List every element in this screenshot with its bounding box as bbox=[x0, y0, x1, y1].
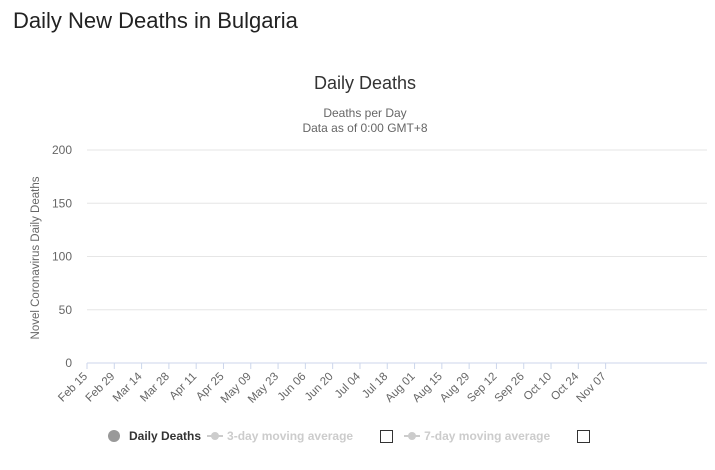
legend-marker-circle-icon bbox=[108, 430, 120, 442]
y-tick-label: 100 bbox=[52, 250, 72, 264]
x-tick-label: Sep 12 bbox=[465, 371, 499, 405]
grid-lines bbox=[87, 149, 707, 364]
x-tick-label: Aug 29 bbox=[438, 371, 472, 405]
checkbox-7-day-moving-average[interactable] bbox=[577, 429, 591, 443]
y-tick-label: 200 bbox=[52, 143, 72, 157]
page-title: Daily New Deaths in Bulgaria bbox=[13, 8, 298, 33]
x-tick-label: Nov 07 bbox=[574, 371, 608, 405]
legend-label: 7-day moving average bbox=[424, 429, 551, 443]
y-tick-label: 50 bbox=[59, 303, 73, 317]
legend-marker-line-icon bbox=[207, 430, 224, 442]
legend-label: 3-day moving average bbox=[227, 429, 354, 443]
legend-marker-line-icon bbox=[404, 430, 421, 442]
x-tick-label: Aug 01 bbox=[383, 371, 417, 405]
x-tick-label: Sep 26 bbox=[493, 371, 527, 405]
legend-item-7-day-moving-average[interactable]: 7-day moving average bbox=[404, 429, 550, 443]
checkbox-3-day-moving-average[interactable] bbox=[380, 429, 394, 443]
legend-item-3-day-moving-average[interactable]: 3-day moving average bbox=[207, 429, 353, 443]
x-tick-label: Jun 20 bbox=[303, 371, 336, 404]
legend-label: Daily Deaths bbox=[129, 429, 202, 443]
legend: Daily Deaths 3-day moving average 7-day … bbox=[108, 427, 601, 445]
x-tick-label: Aug 15 bbox=[411, 371, 445, 405]
x-tick-label: Mar 14 bbox=[111, 370, 145, 404]
legend-item-daily-deaths[interactable]: Daily Deaths bbox=[108, 429, 201, 443]
chart-subtitle-line-1: Deaths per Day bbox=[323, 106, 406, 120]
x-tick-label: Jun 06 bbox=[276, 371, 309, 404]
x-tick-label: Mar 28 bbox=[138, 371, 172, 405]
x-tick-label: May 23 bbox=[246, 371, 281, 406]
x-tick-label: Feb 15 bbox=[56, 371, 90, 405]
chart-title: Daily Deaths bbox=[314, 73, 416, 93]
x-tick-label: Oct 10 bbox=[522, 371, 554, 403]
x-tick-label: Apr 11 bbox=[167, 371, 199, 403]
y-tick-label: 150 bbox=[52, 196, 72, 210]
y-axis-title: Novel Coronavirus Daily Deaths bbox=[30, 176, 42, 339]
x-tick-label: Feb 29 bbox=[84, 371, 118, 405]
daily-deaths-chart: Daily Deaths Deaths per Day Data as of 0… bbox=[30, 73, 707, 406]
y-tick-label: 0 bbox=[65, 356, 72, 370]
chart-subtitle-line-2: Data as of 0:00 GMT+8 bbox=[302, 121, 427, 135]
y-axis-ticks: 0 50 100 150 200 bbox=[52, 143, 72, 370]
x-tick-label: Jul 04 bbox=[333, 370, 364, 401]
